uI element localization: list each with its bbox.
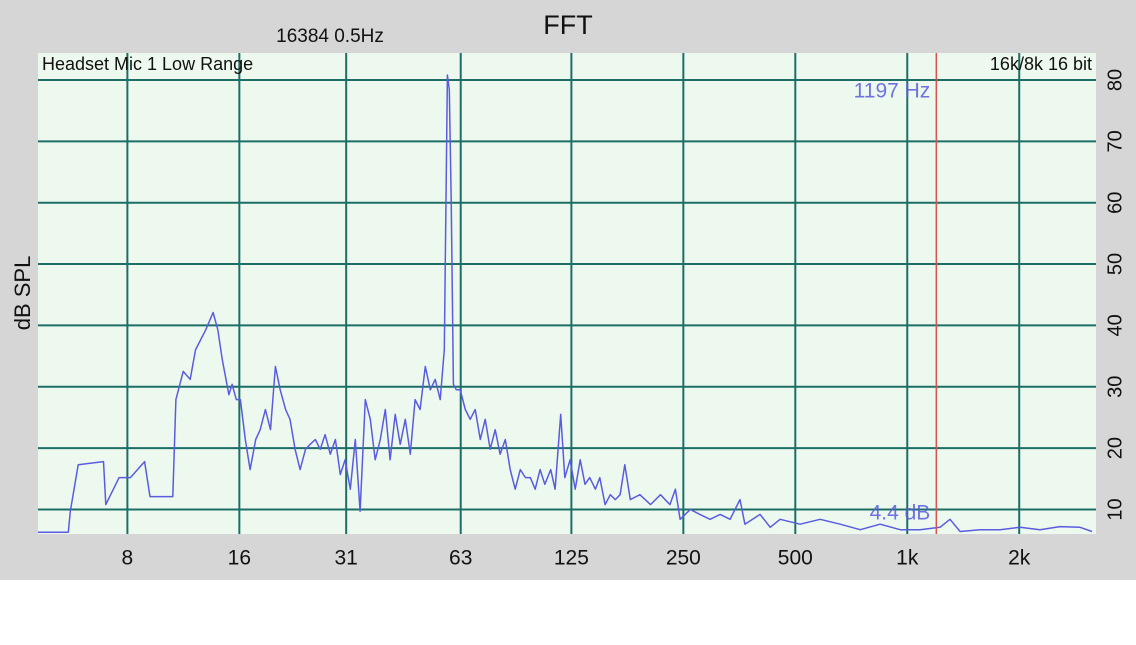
spectrum-line: [38, 74, 1093, 533]
x-tick-label: 31: [334, 547, 357, 570]
x-tick-label: 500: [778, 547, 813, 570]
y-tick-label: 10: [1104, 498, 1126, 520]
chart-subtitle: 16384 0.5Hz: [276, 26, 384, 47]
chart-title: FFT: [543, 10, 592, 40]
y-tick-label: 20: [1104, 437, 1126, 459]
y-tick-label: 60: [1104, 192, 1126, 214]
marks: [38, 53, 1093, 534]
cursor-level-label: 4.4 dB: [870, 502, 931, 525]
x-tick-label: 8: [122, 547, 134, 570]
y-tick-label: 80: [1104, 69, 1126, 91]
grid: [38, 53, 1096, 534]
y-tick-label: 50: [1104, 253, 1126, 275]
x-tick-label: 250: [666, 547, 701, 570]
x-tick-label: 16: [228, 547, 251, 570]
y-tick-label: 30: [1104, 376, 1126, 398]
annotation: 16k/8k 16 bit: [990, 54, 1092, 74]
annotation: Headset Mic 1 Low Range: [42, 54, 253, 74]
x-tick-label: 2k: [1008, 547, 1031, 570]
plot-area: [38, 53, 1096, 534]
labels: 10 20 30 40 50 60 70 80 8 16 31 63 125 250 500 1k 2k 1197…: [122, 69, 1127, 570]
x-tick-label: 1k: [896, 547, 919, 570]
x-tick-label: 63: [449, 547, 472, 570]
x-tick-label: 125: [554, 547, 589, 570]
y-tick-label: 70: [1104, 130, 1126, 152]
y-tick-label: 40: [1104, 314, 1126, 336]
cursor-label: 1197 Hz: [854, 80, 931, 103]
y-axis-label: dB SPL: [10, 256, 35, 331]
